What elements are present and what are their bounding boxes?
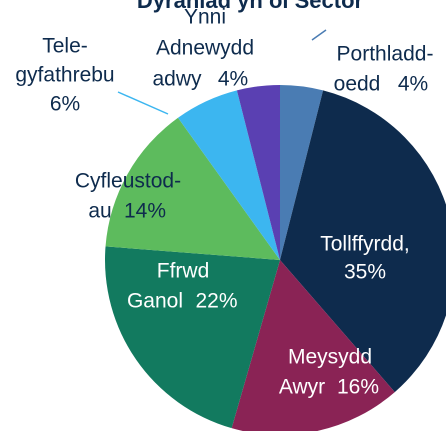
category-label: Meysydd (288, 346, 372, 369)
value-label: 22% (195, 290, 237, 313)
slice-label: Cyfleustod-au 14% (75, 170, 181, 223)
slice-label: Ffrwd Ganol 22% (127, 260, 238, 313)
pie-slice (105, 246, 280, 429)
category-label: adwy (152, 68, 202, 91)
category-label: au (88, 200, 111, 223)
leader-line (117, 91, 169, 115)
value-label: 16% (337, 376, 379, 399)
category-label: Cyfleustod- (75, 170, 181, 193)
pie-slice (231, 260, 395, 431)
value-label: 6% (50, 93, 80, 116)
category-label: Awyr (279, 376, 325, 399)
value-label: 14% (124, 200, 166, 223)
category-label: Adnewydd (156, 37, 254, 60)
slice-label: Meysydd Awyr 16% (279, 346, 379, 399)
pie-slice (280, 90, 446, 393)
pie-slice (105, 117, 280, 260)
slice-label: Tele-gyfathrebu 6% (15, 35, 114, 116)
category-label: Tele- (42, 35, 88, 58)
category-label: gyfathrebu (15, 64, 114, 87)
pie-slice (178, 90, 280, 261)
category-label: Porthladd- (337, 43, 434, 66)
slice-label: Tollffyrdd, 35% (320, 233, 410, 284)
category-label: Ganol (127, 290, 183, 313)
slice-label: Ynni Adnewydd adwy 4% (152, 6, 254, 91)
pie-slice (280, 85, 324, 260)
slice-label: Porthladd-oedd 4% (334, 43, 434, 96)
category-label: Ynni (184, 6, 226, 29)
category-label: Ffrwd (157, 260, 210, 283)
pie (105, 85, 446, 431)
leader-line (311, 29, 327, 41)
category-label: Tollffyrdd, (320, 233, 410, 256)
chart-title: Dyraniad yn ôl Sector (137, 0, 364, 13)
value-label: 4% (398, 73, 428, 96)
pie-slice (236, 85, 280, 260)
category-label: oedd (334, 73, 381, 96)
value-label: 35% (344, 261, 386, 284)
value-label: 4% (218, 68, 248, 91)
